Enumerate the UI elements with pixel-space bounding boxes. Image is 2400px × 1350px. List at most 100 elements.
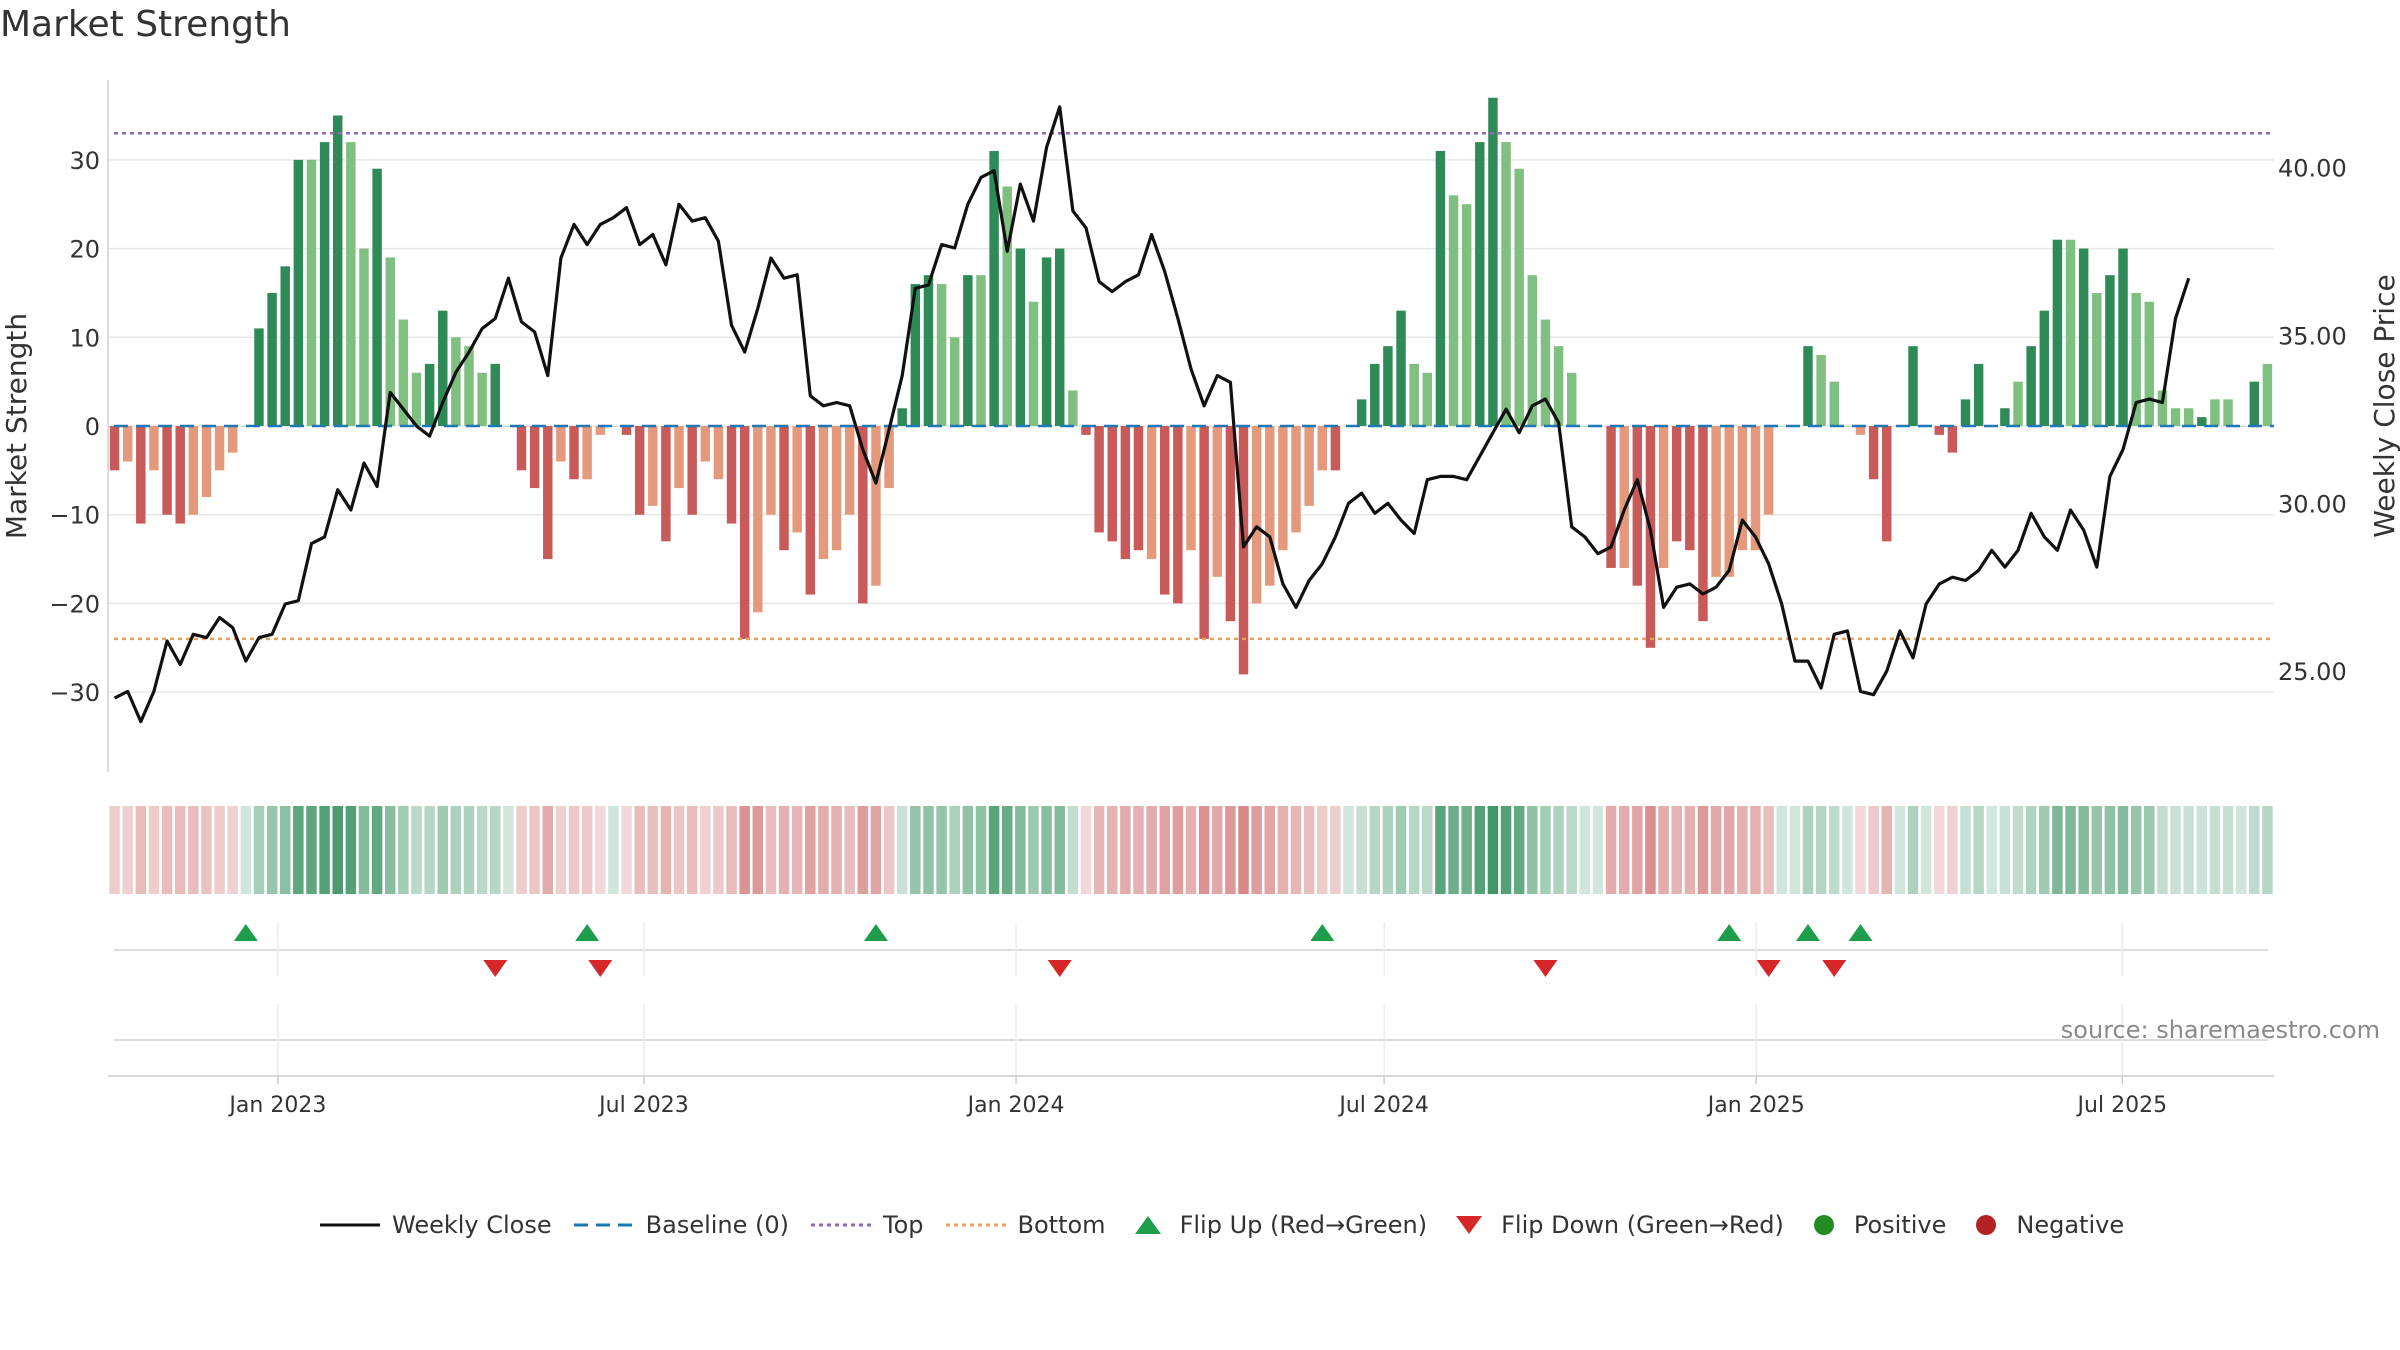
heat-strip-cell	[1802, 806, 1814, 894]
heat-strip-cell	[1277, 806, 1289, 894]
heat-strip-cell	[1684, 806, 1696, 894]
strength-bar	[687, 426, 697, 515]
heat-strip-cell	[1645, 806, 1656, 894]
strength-bar	[1488, 97, 1498, 426]
strength-bar	[608, 426, 619, 427]
strength-bar	[1527, 275, 1538, 426]
strength-bar	[2039, 310, 2049, 426]
heat-strip-cell	[188, 806, 199, 894]
heat-strip-cell	[1776, 806, 1787, 894]
heat-strip-cell	[2052, 806, 2063, 894]
heat-strip-cell	[1369, 806, 1381, 894]
heat-strip-cell	[1356, 806, 1367, 894]
strength-bar	[2000, 408, 2010, 426]
strength-bar	[1081, 426, 1091, 435]
y-tick-label: 10	[69, 324, 100, 352]
heat-strip-cell	[686, 806, 698, 894]
y2-axis-title: Weekly Close Price	[2368, 274, 2400, 537]
heat-strip-cell	[2065, 806, 2076, 894]
strength-bar	[1435, 150, 1446, 426]
strength-bar	[188, 426, 199, 515]
heat-strip-cell	[555, 806, 567, 894]
heat-strip-cell	[476, 806, 488, 894]
legend-negative-label: Negative	[2016, 1211, 2125, 1239]
heat-strip-cell	[2091, 806, 2103, 894]
strength-bar	[1803, 346, 1813, 426]
strength-bar	[1383, 346, 1393, 426]
heat-strip-cell	[1710, 806, 1722, 894]
strength-bar	[1461, 204, 1472, 426]
heat-strip-cell	[148, 806, 160, 894]
heat-strip-cell	[2078, 806, 2089, 894]
strength-bar	[109, 426, 120, 471]
strength-bar	[319, 142, 330, 426]
strength-bar	[779, 426, 789, 551]
flip-up-marker	[863, 924, 888, 941]
heat-strip-cell	[1986, 806, 1998, 894]
strength-bar	[556, 426, 566, 462]
strength-bar	[1882, 426, 1892, 542]
strength-bar	[1291, 426, 1301, 533]
strength-bar	[634, 426, 645, 515]
source-label: source: sharemaestro.com	[2060, 1016, 2380, 1044]
heat-strip-cell	[463, 806, 475, 894]
heat-strip-cell	[818, 806, 829, 894]
strength-bar	[897, 408, 907, 426]
heat-strip-cell	[2025, 806, 2037, 894]
strength-bar	[858, 426, 868, 604]
heat-strip-cell	[1461, 806, 1472, 894]
strength-bar	[1750, 426, 1761, 551]
heat-strip-cell	[1474, 806, 1486, 894]
strength-bar	[976, 275, 986, 426]
legend-flip-down-label: Flip Down (Green→Red)	[1501, 1211, 1784, 1239]
bottom-dotted-line-icon	[945, 1223, 1006, 1227]
strength-bar	[1632, 426, 1643, 586]
strength-bar	[923, 275, 934, 426]
flip-down-marker	[588, 960, 613, 977]
strength-bar	[2144, 301, 2155, 426]
heat-strip-cell	[1592, 806, 1604, 894]
heat-strip-cell	[371, 806, 383, 894]
heat-strip-cell	[1080, 806, 1092, 894]
heat-strip-cell	[1842, 806, 1853, 894]
heat-strip-cell	[1028, 806, 1039, 894]
heat-strip-cell	[1172, 806, 1184, 894]
heat-strip-cell	[1894, 806, 1906, 894]
heat-strip-cell	[752, 806, 764, 894]
strength-bar	[306, 159, 317, 426]
heat-strip-cell	[1828, 806, 1840, 894]
strength-bar	[529, 426, 540, 489]
heat-strip-cell	[713, 806, 724, 894]
y2-tick-label: 35.00	[2278, 322, 2347, 350]
heat-strip-cell	[1120, 806, 1131, 894]
strength-bar	[346, 142, 356, 426]
heat-strip-cell	[1605, 806, 1617, 894]
heat-strip-cell	[1513, 806, 1525, 894]
heat-strip-cell	[1500, 806, 1512, 894]
strength-bar	[1448, 195, 1459, 426]
strength-bar	[1160, 426, 1170, 595]
strength-bar	[739, 426, 750, 639]
heat-strip-cell	[1041, 806, 1052, 894]
strength-bar	[1724, 426, 1734, 577]
flip-up-marker	[1717, 924, 1742, 941]
heat-strip-cell	[1973, 806, 1984, 894]
strength-bar	[1566, 372, 1577, 426]
legend-negative: Negative	[1968, 1211, 2124, 1239]
heat-strip-cell	[595, 806, 606, 894]
strength-bar	[1278, 426, 1288, 551]
heat-strip-cell	[490, 806, 501, 894]
heat-strip-cell	[135, 806, 147, 894]
strength-bar	[1671, 426, 1682, 542]
strength-bar	[424, 363, 435, 426]
heat-strip-cell	[1579, 806, 1591, 894]
x-tick-label: Jul 2025	[2076, 1093, 2168, 1118]
heat-strip-cell	[542, 806, 554, 894]
strength-bar	[713, 426, 724, 480]
heat-strip-cell	[1868, 806, 1879, 894]
strength-bar	[2092, 292, 2102, 426]
heat-strip-cell	[857, 806, 869, 894]
flip-down-marker	[1047, 960, 1072, 977]
heat-strip-cell	[608, 806, 619, 894]
